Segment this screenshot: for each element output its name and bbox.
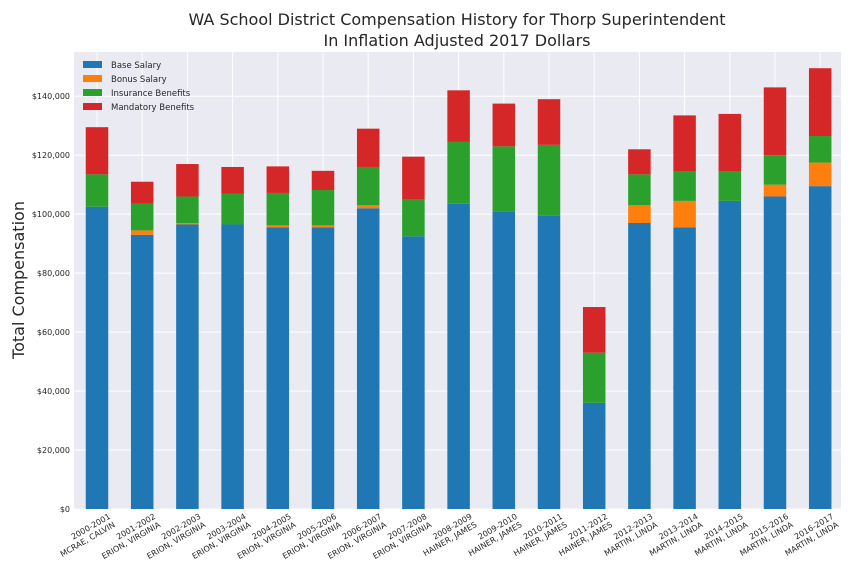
bar-mandatory-benefits <box>266 166 290 193</box>
bar-mandatory-benefits <box>85 127 109 175</box>
bar-bonus-salary <box>808 162 832 187</box>
bar-insurance-benefits <box>447 141 470 204</box>
y-tick-label: $60,000 <box>37 328 70 337</box>
legend-swatch <box>83 75 102 82</box>
bar-bonus-salary <box>266 225 290 228</box>
y-tick-label: $20,000 <box>37 446 70 455</box>
legend-label: Base Salary <box>111 61 161 71</box>
bar-insurance-benefits <box>356 166 380 206</box>
bar-base-salary <box>311 227 335 510</box>
bar-mandatory-benefits <box>356 128 380 167</box>
bar-mandatory-benefits <box>673 115 696 172</box>
bar-mandatory-benefits <box>130 181 154 204</box>
bar-base-salary <box>763 196 787 510</box>
bars <box>85 68 832 510</box>
legend-label: Insurance Benefits <box>111 89 191 99</box>
bar-base-salary <box>447 203 470 510</box>
bar-insurance-benefits <box>311 189 335 226</box>
bar-mandatory-benefits <box>718 113 742 172</box>
bar-insurance-benefits <box>176 196 199 224</box>
bar-bonus-salary <box>130 230 154 235</box>
bar-base-salary <box>356 208 380 509</box>
bar-insurance-benefits <box>718 171 742 201</box>
bar-mandatory-benefits <box>176 164 199 197</box>
legend-label: Bonus Salary <box>111 75 167 85</box>
bar-insurance-benefits <box>628 174 651 206</box>
bar-base-salary <box>718 200 742 509</box>
bar-insurance-benefits <box>808 136 832 163</box>
bar-insurance-benefits <box>130 203 154 231</box>
bar-base-salary <box>176 224 199 509</box>
bar-bonus-salary <box>763 184 787 197</box>
bar-mandatory-benefits <box>447 90 470 142</box>
bar-base-salary <box>582 402 606 509</box>
bar-base-salary <box>537 215 561 509</box>
legend-swatch <box>83 103 102 110</box>
legend: Base Salary Bonus Salary Insurance Benefit… <box>83 61 195 113</box>
bar-insurance-benefits <box>85 174 109 207</box>
bar-base-salary <box>628 223 651 509</box>
bar-base-salary <box>221 224 244 509</box>
bar-base-salary <box>402 236 425 509</box>
bar-mandatory-benefits <box>221 166 244 194</box>
bar-insurance-benefits <box>221 193 244 225</box>
bar-base-salary <box>85 206 109 509</box>
bar-mandatory-benefits <box>537 99 561 145</box>
bar-base-salary <box>673 227 696 510</box>
bar-base-salary <box>266 227 290 510</box>
bar-bonus-salary <box>673 200 696 228</box>
bar-mandatory-benefits <box>628 149 651 175</box>
bar-base-salary <box>492 211 516 510</box>
bar-bonus-salary <box>176 223 199 225</box>
y-tick-label: $40,000 <box>37 387 70 396</box>
bar-bonus-salary <box>356 205 380 209</box>
bar-mandatory-benefits <box>311 170 335 190</box>
bar-mandatory-benefits <box>808 68 832 137</box>
bar-insurance-benefits <box>582 352 606 403</box>
legend-swatch <box>83 61 102 68</box>
y-tick-label: $140,000 <box>32 92 70 101</box>
bar-insurance-benefits <box>673 171 696 201</box>
chart-title-line-1: WA School District Compensation History … <box>188 10 725 29</box>
bar-base-salary <box>808 186 832 509</box>
bar-mandatory-benefits <box>763 87 787 156</box>
bar-bonus-salary <box>628 205 651 224</box>
legend-swatch <box>83 89 102 96</box>
legend-label: Mandatory Benefits <box>111 103 195 113</box>
bar-insurance-benefits <box>266 192 290 226</box>
bar-base-salary <box>130 234 154 510</box>
y-tick-label: $120,000 <box>32 151 70 160</box>
y-tick-label: $100,000 <box>32 210 70 219</box>
bar-bonus-salary <box>311 225 335 228</box>
y-axis-label: Total Compensation <box>9 201 28 360</box>
y-tick-label: $0 <box>60 505 70 514</box>
bar-mandatory-benefits <box>402 156 425 200</box>
y-axis-ticks: $0 $20,000 $40,000 $60,000 $80,000 $100,000 $1… <box>32 92 70 514</box>
bar-mandatory-benefits <box>492 103 516 147</box>
bar-insurance-benefits <box>402 199 425 237</box>
bar-mandatory-benefits <box>582 307 606 353</box>
bar-insurance-benefits <box>492 146 516 212</box>
bar-insurance-benefits <box>537 144 561 216</box>
y-tick-label: $80,000 <box>37 269 70 278</box>
bar-insurance-benefits <box>763 155 787 185</box>
chart-title-line-2: In Inflation Adjusted 2017 Dollars <box>323 31 590 50</box>
